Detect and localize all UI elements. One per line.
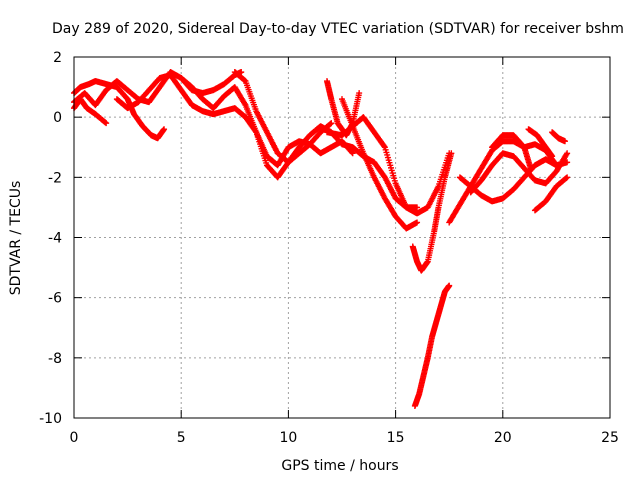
data-point: [348, 149, 355, 156]
x-tick-label: 20: [494, 430, 512, 446]
y-tick-label: 2: [53, 50, 62, 66]
series-sat-n: [467, 150, 571, 196]
data-point: [161, 126, 168, 133]
data-point: [448, 150, 455, 157]
series-sat-o: [489, 132, 534, 172]
y-tick-label: -6: [48, 291, 62, 307]
y-tick-label: -2: [48, 170, 62, 186]
data-point: [328, 120, 335, 127]
series-sat-p: [531, 174, 571, 214]
series-sat-c: [71, 96, 110, 127]
data-point: [564, 159, 571, 166]
x-tick-label: 10: [279, 430, 297, 446]
grid-lines: [74, 57, 610, 418]
x-tick-label: 0: [70, 430, 79, 446]
data-point: [238, 69, 245, 76]
series-sat-b: [71, 78, 168, 142]
y-tick-label: -8: [48, 351, 62, 367]
series-sat-h: [323, 114, 453, 217]
series-sat-q: [525, 126, 556, 160]
data-point: [561, 138, 568, 145]
series-sat-k: [411, 282, 453, 409]
data-point: [549, 153, 556, 160]
data-point: [356, 90, 363, 97]
series-sat-i: [339, 96, 421, 232]
data-point: [414, 204, 421, 211]
x-tick-label: 15: [387, 430, 405, 446]
series-sat-r: [549, 129, 568, 145]
x-tick-label: 5: [177, 430, 186, 446]
data-point: [563, 151, 570, 158]
data-point: [414, 219, 421, 226]
y-tick-label: -4: [48, 231, 62, 247]
data-point: [103, 120, 110, 127]
data-point: [349, 150, 356, 157]
axis-ticks: 0 5 10 15 20 25 -10 -8 -6 -4 -2 0 2: [39, 50, 619, 446]
x-tick-label: 25: [601, 430, 619, 446]
data-point: [564, 150, 571, 157]
data-point: [446, 282, 453, 289]
y-axis-label: SDTVAR / TECUs: [8, 181, 24, 296]
data-point: [564, 174, 571, 181]
plot-area: [71, 69, 571, 409]
series-sat-j: [409, 150, 455, 274]
data-point: [527, 165, 534, 172]
y-tick-label: 0: [53, 110, 62, 126]
data-point: [381, 143, 388, 150]
y-tick-label: -10: [39, 411, 62, 427]
x-axis-label: GPS time / hours: [281, 458, 398, 474]
data-point: [241, 100, 248, 107]
chart-title: Day 289 of 2020, Sidereal Day-to-day VTE…: [52, 21, 624, 37]
